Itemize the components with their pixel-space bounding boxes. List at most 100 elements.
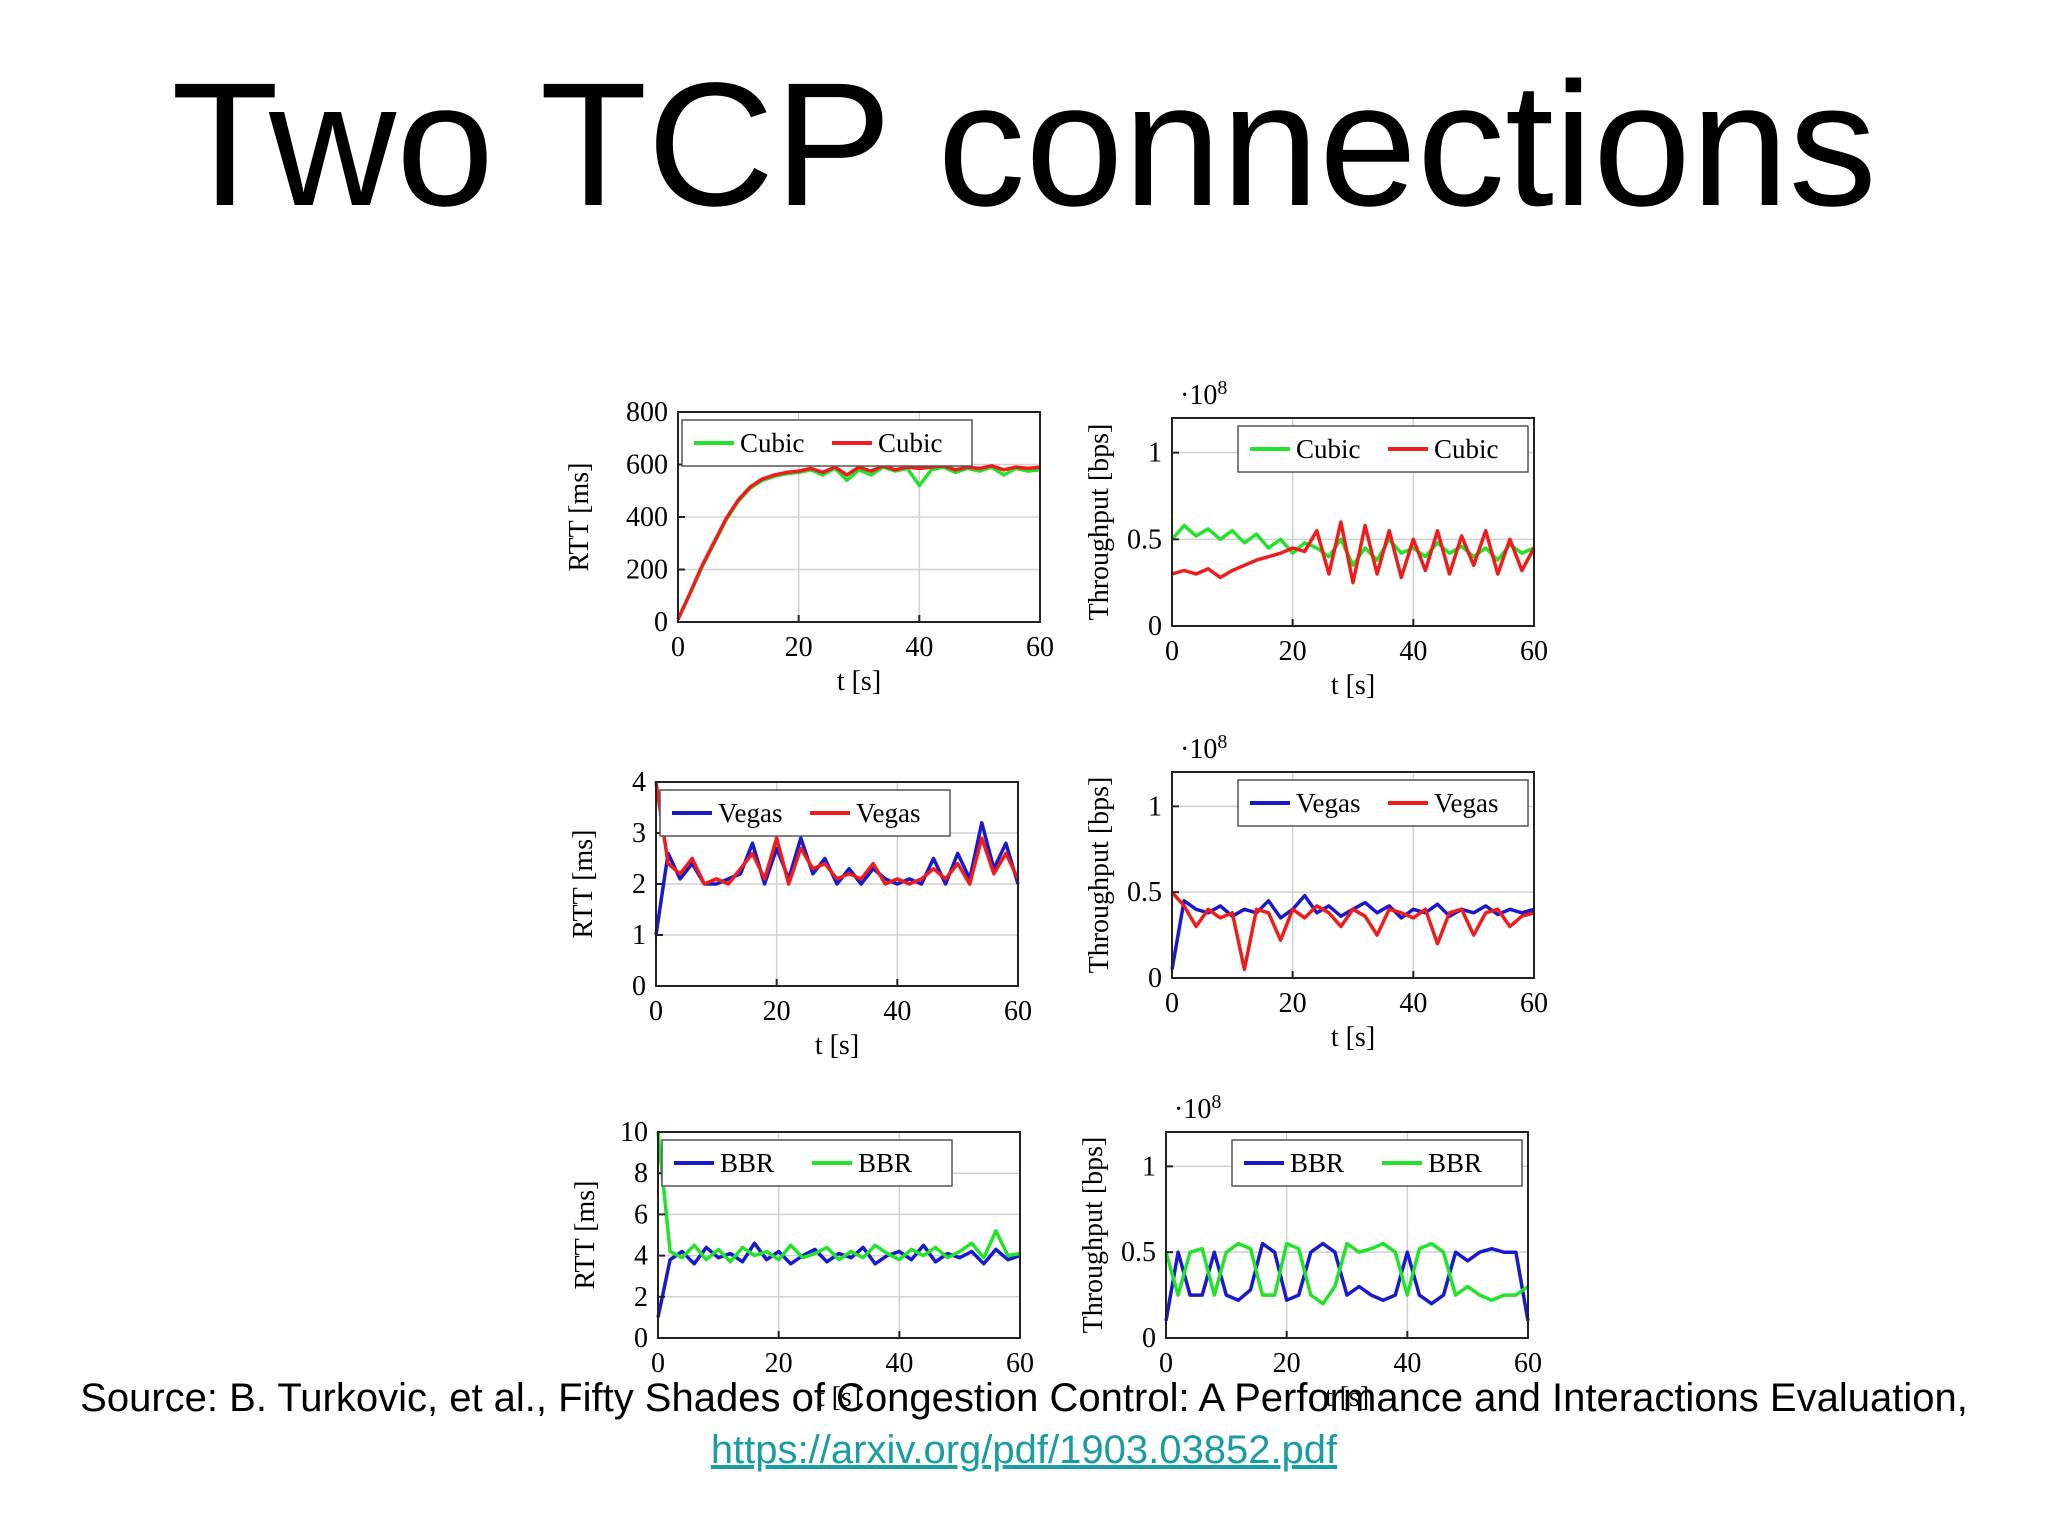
x-tick-label: 40 bbox=[905, 632, 933, 663]
y-axis-label: Throughput [bps] bbox=[1078, 1137, 1109, 1334]
x-axis-label: t [s] bbox=[1325, 1382, 1369, 1413]
x-tick-label: 0 bbox=[1159, 1348, 1173, 1379]
y-tick-label: 0.5 bbox=[1127, 524, 1162, 555]
legend: BBR BBR bbox=[1231, 1139, 1523, 1187]
y-tick-label: 0 bbox=[1142, 1323, 1156, 1354]
series-line-2 bbox=[1170, 891, 1535, 972]
y-axis-exponent: ·108 bbox=[1174, 1091, 1221, 1125]
legend-label: Cubic bbox=[878, 428, 943, 458]
chart-rtt-vegas: 0 20 40 60 0 1 2 3 4 t [s] RTT [ms] Vegas Vegas bbox=[568, 767, 1032, 1061]
x-tick-label: 60 bbox=[1520, 988, 1548, 1019]
y-tick-label: 0 bbox=[654, 607, 668, 638]
y-axis-exponent: ·108 bbox=[1180, 731, 1227, 765]
y-tick-label: 0 bbox=[1148, 611, 1162, 642]
y-tick-label: 0 bbox=[634, 1323, 648, 1354]
chart-rtt-bbr: 0 20 40 60 0 2 4 6 8 10 t [s] RTT [ms] BBR BBR bbox=[570, 1117, 1034, 1413]
plot-frame bbox=[1171, 417, 1535, 627]
x-axis-label: t [s] bbox=[1331, 670, 1375, 701]
x-tick-label: 40 bbox=[885, 1348, 913, 1379]
series-line-2 bbox=[656, 1131, 1021, 1264]
series-line-2 bbox=[1164, 1241, 1530, 1306]
series-line-2 bbox=[654, 781, 1020, 886]
legend-label: Vegas bbox=[856, 798, 920, 828]
series-line-1 bbox=[1164, 1241, 1530, 1322]
y-tick-label: 200 bbox=[626, 555, 668, 586]
x-tick-label: 40 bbox=[883, 996, 911, 1027]
x-tick-label: 0 bbox=[1165, 636, 1179, 667]
y-axis-label: RTT [ms] bbox=[568, 829, 599, 938]
x-tick-label: 60 bbox=[1514, 1348, 1542, 1379]
x-axis-label: t [s] bbox=[1331, 1022, 1375, 1053]
chart-tput-vegas: 0 20 40 60 0 0.5 1 t [s] Throughput [bps] ·108 Veg… bbox=[1084, 731, 1548, 1053]
x-tick-label: 60 bbox=[1520, 636, 1548, 667]
y-axis-label: RTT [ms] bbox=[564, 462, 595, 571]
y-axis-exponent: ·108 bbox=[1180, 377, 1227, 411]
y-tick-label: 3 bbox=[632, 818, 646, 849]
x-tick-label: 0 bbox=[649, 996, 663, 1027]
y-axis-label: Throughput [bps] bbox=[1084, 777, 1115, 974]
x-tick-label: 60 bbox=[1026, 632, 1054, 663]
y-tick-label: 10 bbox=[620, 1117, 648, 1148]
x-tick-label: 20 bbox=[1279, 988, 1307, 1019]
series-line-1 bbox=[654, 821, 1020, 936]
y-tick-label: 6 bbox=[634, 1199, 648, 1230]
source-citation: Source: B. Turkovic, et al., Fifty Shade… bbox=[0, 1372, 2048, 1476]
plot-frame bbox=[1165, 1131, 1529, 1339]
y-tick-label: 600 bbox=[626, 450, 668, 481]
legend-label: Cubic bbox=[1434, 434, 1499, 464]
x-tick-label: 40 bbox=[1399, 636, 1427, 667]
legend-label: Cubic bbox=[1296, 434, 1361, 464]
legend: Cubic Cubic bbox=[1237, 425, 1529, 473]
y-tick-label: 4 bbox=[632, 767, 646, 798]
legend-label: BBR bbox=[1290, 1148, 1344, 1178]
legend: BBR BBR bbox=[661, 1139, 953, 1187]
x-tick-label: 20 bbox=[1273, 1348, 1301, 1379]
legend-label: BBR bbox=[720, 1148, 774, 1178]
y-tick-label: 1 bbox=[1148, 791, 1162, 822]
legend-label: Vegas bbox=[1296, 788, 1360, 818]
x-tick-label: 60 bbox=[1004, 996, 1032, 1027]
x-tick-label: 20 bbox=[765, 1348, 793, 1379]
legend-box bbox=[681, 419, 973, 467]
slide-title: Two TCP connections bbox=[171, 47, 1877, 243]
x-tick-label: 0 bbox=[651, 1348, 665, 1379]
legend: Vegas Vegas bbox=[1237, 779, 1529, 827]
source-text: Source: B. Turkovic, et al., Fifty Shade… bbox=[80, 1376, 1968, 1420]
x-axis-label: t [s] bbox=[815, 1030, 859, 1061]
x-tick-label: 0 bbox=[1165, 988, 1179, 1019]
series-line-1 bbox=[656, 1241, 1021, 1318]
y-tick-label: 0.5 bbox=[1127, 877, 1162, 908]
x-tick-label: 20 bbox=[785, 632, 813, 663]
x-tick-label: 20 bbox=[1279, 636, 1307, 667]
y-tick-label: 0 bbox=[632, 971, 646, 1002]
chart-tput-bbr: 0 20 40 60 0 0.5 1 t [s] Throughput [bps] ·108 BBR… bbox=[1078, 1091, 1542, 1413]
y-tick-label: 2 bbox=[632, 869, 646, 900]
y-axis-label: RTT [ms] bbox=[570, 1180, 601, 1289]
x-tick-label: 0 bbox=[671, 632, 685, 663]
series-line-2 bbox=[676, 464, 1041, 621]
x-tick-label: 60 bbox=[1006, 1348, 1034, 1379]
legend-label: Vegas bbox=[1434, 788, 1498, 818]
legend: Cubic Cubic bbox=[681, 419, 973, 467]
x-tick-label: 40 bbox=[1399, 988, 1427, 1019]
legend-label: Cubic bbox=[740, 428, 805, 458]
legend: Vegas Vegas bbox=[659, 789, 951, 837]
source-link[interactable]: https://arxiv.org/pdf/1903.03852.pdf bbox=[710, 1428, 1338, 1472]
y-tick-label: 1 bbox=[1148, 438, 1162, 469]
y-tick-label: 1 bbox=[1142, 1151, 1156, 1182]
slide-title-area: Two TCP connections bbox=[0, 40, 2048, 360]
y-tick-label: 0.5 bbox=[1121, 1237, 1156, 1268]
chart-tput-cubic: 0 20 40 60 0 0.5 1 t [s] Throughput [bps] ·108 Cub… bbox=[1084, 377, 1548, 701]
y-tick-label: 8 bbox=[634, 1158, 648, 1189]
x-axis-label: t [s] bbox=[817, 1382, 861, 1413]
x-axis-label: t [s] bbox=[837, 666, 881, 697]
x-tick-label: 40 bbox=[1393, 1348, 1421, 1379]
y-tick-label: 800 bbox=[626, 397, 668, 428]
series-line-2 bbox=[1171, 520, 1536, 585]
plot-frame bbox=[657, 1131, 1021, 1339]
legend-label: Vegas bbox=[718, 798, 782, 828]
legend-label: BBR bbox=[1428, 1148, 1482, 1178]
y-tick-label: 400 bbox=[626, 502, 668, 533]
